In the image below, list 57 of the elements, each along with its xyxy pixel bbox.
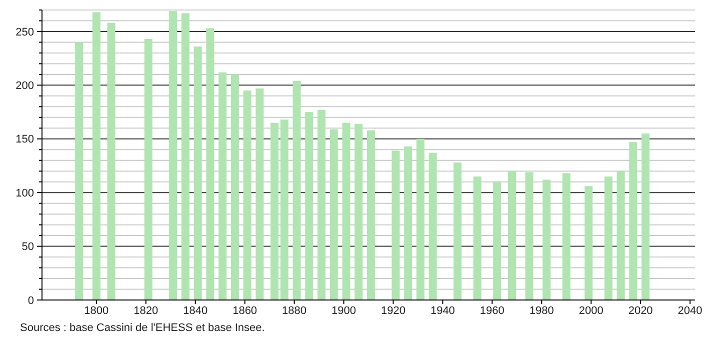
x-tick-label: 2040: [678, 305, 702, 317]
bar: [642, 134, 650, 300]
bar: [280, 120, 288, 300]
bar: [181, 13, 190, 300]
x-tick-label: 1940: [430, 305, 455, 317]
y-tick-label: 250: [16, 26, 34, 38]
bar: [92, 12, 100, 300]
y-tick-label: 200: [16, 80, 34, 92]
bar: [493, 182, 502, 300]
bar: [218, 72, 227, 300]
bar: [604, 176, 612, 300]
bar: [366, 130, 375, 300]
x-tick-label: 1920: [380, 305, 406, 317]
bar: [270, 122, 279, 300]
x-tick-label: 1860: [232, 305, 258, 317]
bar: [206, 28, 214, 300]
bar: [508, 171, 516, 300]
x-tick-label: 1980: [529, 305, 554, 317]
bar: [473, 176, 482, 300]
bar: [354, 124, 363, 300]
x-tick-label: 1900: [332, 305, 356, 317]
bar: [525, 172, 534, 300]
bar: [428, 152, 437, 300]
x-tick-label: 1960: [480, 305, 504, 317]
bar: [542, 180, 551, 300]
bar: [75, 42, 84, 300]
bar: [342, 122, 350, 300]
x-tick-label: 1800: [84, 305, 109, 317]
x-tick-label: 2000: [578, 305, 604, 317]
y-tick-label: 100: [16, 187, 34, 200]
bar: [194, 46, 202, 300]
bar: [330, 129, 338, 300]
x-tick-label: 1820: [134, 305, 158, 317]
bar: [230, 74, 239, 300]
bar: [416, 138, 424, 300]
source-note: Sources : base Cassini de l'EHESS et base Insee.: [20, 322, 265, 334]
y-tick-label: 150: [16, 134, 34, 146]
bar: [107, 22, 116, 300]
bar: [305, 112, 314, 300]
y-tick-label: 50: [22, 241, 34, 254]
bar: [616, 171, 625, 300]
bar: [256, 88, 264, 300]
bar: [292, 80, 301, 300]
bar: [144, 39, 152, 300]
bar: [454, 162, 462, 300]
bar: [584, 186, 593, 300]
bar: [243, 90, 252, 300]
bar: [629, 142, 638, 300]
x-tick-label: 1840: [183, 305, 208, 317]
x-tick-label: 2020: [628, 305, 653, 317]
bar: [562, 173, 570, 300]
bar: [392, 150, 400, 300]
y-tick-label: 0: [28, 294, 34, 307]
bar: [404, 146, 412, 300]
bar: [318, 110, 326, 300]
bar: [169, 11, 178, 300]
x-tick-label: 1880: [282, 305, 307, 317]
